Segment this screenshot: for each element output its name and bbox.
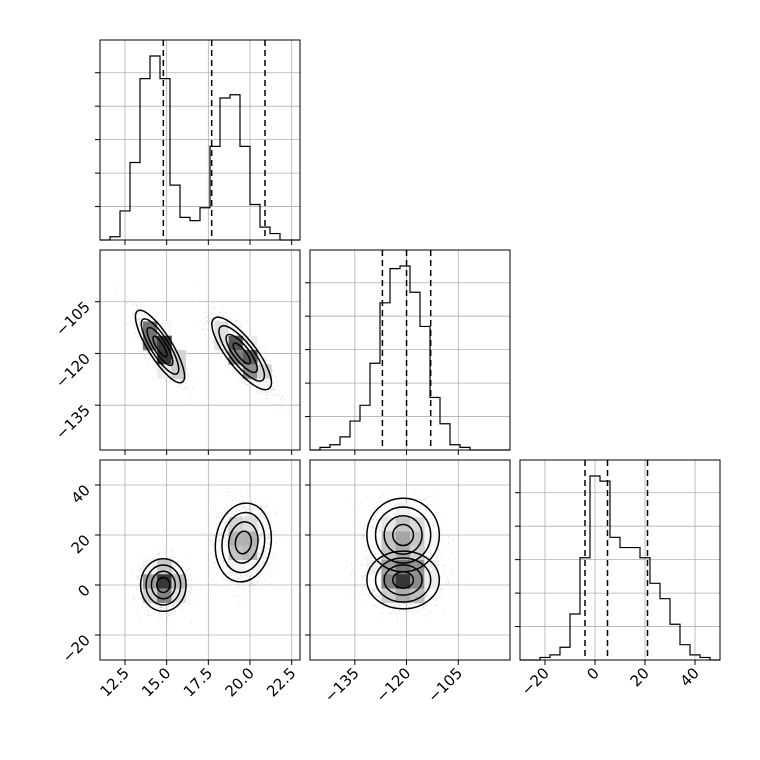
density-cell — [424, 531, 439, 547]
x-tick-label: 40 — [677, 664, 703, 690]
y-tick-label: −120 — [52, 350, 94, 392]
density-cell — [228, 321, 244, 337]
density-cell — [367, 531, 382, 547]
contour-line — [232, 342, 251, 365]
x-tick-label: −20 — [518, 664, 553, 699]
contour-line — [156, 576, 171, 594]
contour-line — [214, 502, 273, 583]
x-tick-label: 20 — [627, 664, 653, 690]
histogram-panel-0 — [95, 39, 301, 245]
density-cell — [395, 545, 411, 561]
contour-line — [383, 515, 423, 555]
y-tick-label: −135 — [52, 401, 94, 443]
panel-border — [309, 459, 511, 661]
density-cell — [228, 517, 244, 532]
scatter-panel-0-1: −135 −120 −105 — [52, 249, 301, 455]
y-tick-label: 20 — [68, 531, 94, 557]
contour-line — [225, 333, 259, 374]
histogram-step — [310, 265, 510, 451]
x-tick-label: −120 — [373, 664, 415, 706]
density-cell — [142, 321, 158, 337]
contour-line — [145, 564, 182, 606]
contour-line — [211, 316, 273, 391]
density-cell — [214, 321, 229, 337]
panel-border — [99, 459, 301, 661]
contour-line — [134, 309, 186, 384]
contour-line — [150, 570, 177, 600]
x-tick-label: 0 — [583, 664, 602, 683]
panel-border — [309, 249, 511, 451]
y-tick-label: −105 — [52, 298, 94, 340]
x-tick-label: 15.0 — [138, 664, 174, 700]
contour-line — [227, 521, 259, 564]
contour-line — [374, 506, 432, 564]
x-tick-label: 12.5 — [96, 664, 132, 700]
contour-line — [383, 564, 423, 596]
x-tick-label: 17.5 — [180, 664, 216, 700]
density-cell — [395, 531, 411, 547]
density-cell — [228, 560, 244, 575]
x-tick-label: 22.5 — [263, 664, 299, 700]
density-cell — [424, 574, 439, 589]
density-cell — [242, 531, 258, 547]
contour-line — [374, 557, 432, 603]
contour-line — [366, 550, 441, 610]
scatter-panel-0-2: 12.5 15.0 17.5 20.0 22.5 −20 0 20 40 — [59, 459, 301, 700]
density-cell — [214, 545, 229, 561]
histogram-panel-2: −20 0 20 40 — [515, 459, 721, 699]
panel-border — [99, 249, 301, 451]
density-cell — [367, 574, 382, 589]
density-cell — [142, 560, 158, 575]
contour-line — [366, 497, 441, 573]
histogram-panel-1 — [305, 249, 511, 455]
contour-line — [146, 326, 174, 367]
panel-border — [99, 39, 301, 241]
histogram-step — [520, 475, 720, 661]
contour-line — [140, 318, 180, 375]
panel-border — [519, 459, 721, 661]
x-tick-label: −135 — [321, 664, 363, 706]
scatter-points — [116, 285, 290, 416]
histogram-step — [100, 55, 300, 241]
contour-line — [234, 530, 253, 555]
density-cell — [142, 574, 158, 589]
y-tick-label: 40 — [68, 481, 94, 507]
x-tick-label: 20.0 — [221, 664, 257, 700]
density-cell — [242, 517, 258, 532]
y-tick-label: −20 — [59, 631, 94, 666]
contour-line — [392, 523, 415, 547]
x-tick-label: −105 — [424, 664, 466, 706]
y-tick-label: 0 — [74, 581, 93, 600]
contour-line — [221, 511, 266, 574]
contour-line — [218, 325, 266, 382]
contour-line — [152, 335, 168, 358]
contour-line — [139, 558, 187, 612]
scatter-panel-1-2: −135 −120 −105 — [305, 459, 511, 706]
density-cell — [395, 574, 411, 589]
